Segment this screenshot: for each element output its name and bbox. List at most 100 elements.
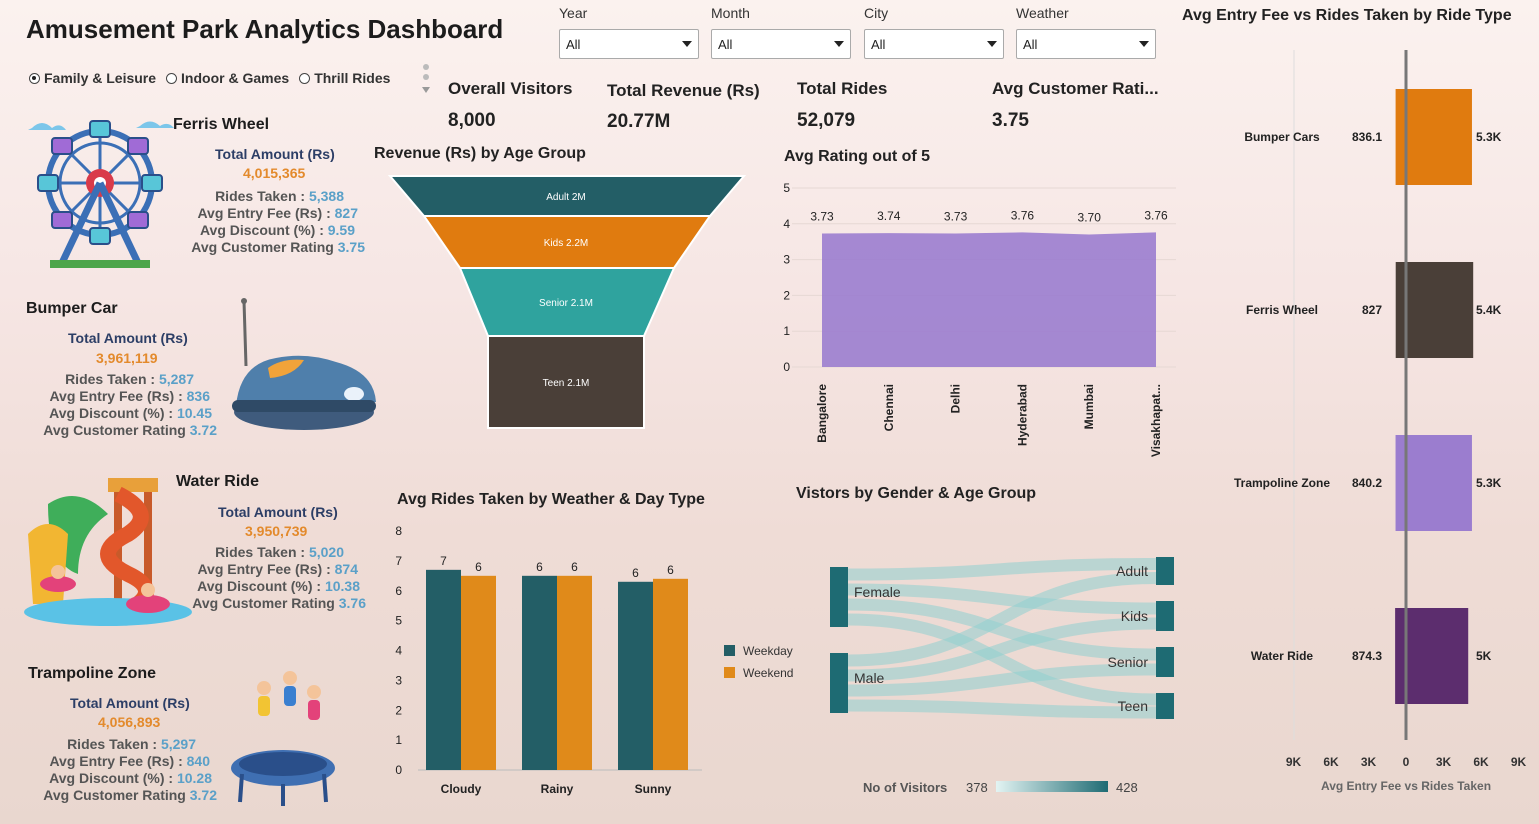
fee-data-label: 840.2 <box>1352 476 1382 490</box>
bar-weekend-cloudy[interactable] <box>461 575 496 770</box>
stat-label: Avg Entry Fee (Rs) : <box>197 205 331 221</box>
rides-bar-0[interactable] <box>1406 89 1472 185</box>
sankey-link[interactable] <box>847 583 1157 615</box>
bar-weekday-sunny[interactable] <box>618 581 653 770</box>
ride-card-amount: 3,950,739 <box>245 523 308 539</box>
fee-bar-0[interactable] <box>1395 89 1406 185</box>
bumper-car-icon <box>228 296 380 441</box>
radio-thrill-rides[interactable]: Thrill Rides <box>299 70 390 86</box>
data-label: 6 <box>475 560 482 574</box>
sankey-node-male[interactable] <box>830 653 848 713</box>
funnel-segment-teen[interactable] <box>487 335 645 429</box>
x-tick-label: 6K <box>1323 755 1339 769</box>
page-title: Amusement Park Analytics Dashboard <box>26 14 504 44</box>
year-filter-select[interactable]: All <box>559 29 699 59</box>
data-label: 6 <box>571 560 578 574</box>
city-filter-select[interactable]: All <box>864 29 1004 59</box>
radio-dot <box>29 72 40 84</box>
legend-swatch <box>724 667 735 678</box>
sankey-node-teen[interactable] <box>1156 693 1174 719</box>
rating-area[interactable] <box>822 232 1156 367</box>
kpi-revenue-value: 20.77M <box>607 111 671 132</box>
sankey-link[interactable] <box>847 613 1157 706</box>
bar-weekend-sunny[interactable] <box>653 578 688 770</box>
sankey-node-label: Male <box>854 670 885 686</box>
sankey-link[interactable] <box>847 572 1157 667</box>
kpi-rides-label: Total Rides <box>797 79 888 98</box>
y-tick-label: 2 <box>783 288 790 302</box>
stat-value: 5,388 <box>308 188 344 204</box>
sankey-link[interactable] <box>847 663 1157 697</box>
sankey-link[interactable] <box>847 598 1157 661</box>
radio-indoor-games[interactable]: Indoor & Games <box>166 70 289 86</box>
sankey-link[interactable] <box>847 617 1157 682</box>
water-slide-icon <box>18 474 196 635</box>
bar-weekday-rainy[interactable] <box>522 575 557 770</box>
stat-label: Avg Discount (%) : <box>49 770 174 786</box>
y-tick-label: 0 <box>395 763 402 777</box>
stat-label: Rides Taken : <box>65 371 156 387</box>
stat-value: 3.72 <box>189 787 217 803</box>
stat-label: Rides Taken : <box>67 736 158 752</box>
stat-label: Rides Taken : <box>215 188 306 204</box>
sankey-node-senior[interactable] <box>1156 647 1174 677</box>
sankey-node-label: Female <box>854 584 901 600</box>
weather-filter-select[interactable]: All <box>1016 29 1156 59</box>
data-label: 6 <box>536 560 543 574</box>
fee-vs-rides-bar-chart: Bumper Cars 836.1 5.3K Ferris Wheel 827 5.4K T… <box>1234 50 1527 793</box>
legend-label: Weekday <box>743 644 793 658</box>
stat-label: Avg Entry Fee (Rs) : <box>197 561 331 577</box>
sankey-node-adult[interactable] <box>1156 557 1174 585</box>
fee-bar-2[interactable] <box>1395 435 1406 531</box>
stat-label: Avg Customer Rating <box>192 595 335 611</box>
legend-swatch <box>724 645 735 656</box>
x-tick-label: Bangalore <box>815 384 829 443</box>
fee-bar-3[interactable] <box>1395 608 1406 704</box>
x-tick-label: Chennai <box>882 384 896 431</box>
x-tick-label: Cloudy <box>441 782 482 796</box>
sankey-legend-label: No of Visitors <box>863 780 948 795</box>
sankey-link[interactable] <box>847 699 1157 719</box>
bar-weekend-rainy[interactable] <box>557 575 592 770</box>
stat-value: 10.45 <box>176 405 212 421</box>
scroll-arrows-icon <box>422 64 430 93</box>
sankey-node-kids[interactable] <box>1156 601 1174 631</box>
stat-value: 836 <box>186 388 210 404</box>
rides-bar-3[interactable] <box>1406 608 1469 704</box>
x-tick-label: 9K <box>1286 755 1302 769</box>
kpi-rides-value: 52,079 <box>797 110 856 131</box>
radio-family-leisure[interactable]: Family & Leisure <box>29 70 156 86</box>
y-tick-label: 5 <box>395 614 402 628</box>
stat-value: 3.72 <box>189 422 217 438</box>
bar-weekday-cloudy[interactable] <box>426 569 461 770</box>
data-label: 3.74 <box>877 209 901 223</box>
sankey-link[interactable] <box>847 558 1157 581</box>
y-tick-label: 2 <box>395 703 402 717</box>
radio-dot <box>166 72 178 84</box>
rides-bar-2[interactable] <box>1406 435 1472 531</box>
y-tick-label: 7 <box>395 554 402 568</box>
ride-card-amount-label: Total Amount (Rs) <box>68 330 188 346</box>
x-tick-label: 3K <box>1436 755 1452 769</box>
stat-label: Avg Entry Fee (Rs) : <box>49 753 183 769</box>
year-filter-value: All <box>566 36 581 52</box>
ride-card-stats: Rides Taken : 5,020 Avg Entry Fee (Rs) :… <box>160 544 370 612</box>
month-filter-select[interactable]: All <box>711 29 851 59</box>
data-label: 6 <box>632 566 639 580</box>
month-filter-value: All <box>718 36 733 52</box>
radio-scroll-control[interactable] <box>421 61 431 97</box>
stat-label: Rides Taken : <box>215 544 306 560</box>
rides-bar-1[interactable] <box>1406 262 1474 358</box>
stat-value: 827 <box>334 205 358 221</box>
ride-card-amount: 4,056,893 <box>98 714 161 730</box>
x-tick-label: 0 <box>1403 755 1410 769</box>
fee-bar-1[interactable] <box>1395 262 1406 358</box>
fee-data-label: 836.1 <box>1352 130 1382 144</box>
kpi-rating-value: 3.75 <box>992 110 1029 131</box>
y-tick-label: 5 <box>783 181 790 195</box>
stat-label: Avg Discount (%) : <box>197 578 322 594</box>
funnel-data-label: Senior 2.1M <box>539 298 593 309</box>
weather-chart-title: Avg Rides Taken by Weather & Day Type <box>397 491 705 508</box>
ride-card-amount-label: Total Amount (Rs) <box>70 695 190 711</box>
sankey-node-female[interactable] <box>830 567 848 627</box>
